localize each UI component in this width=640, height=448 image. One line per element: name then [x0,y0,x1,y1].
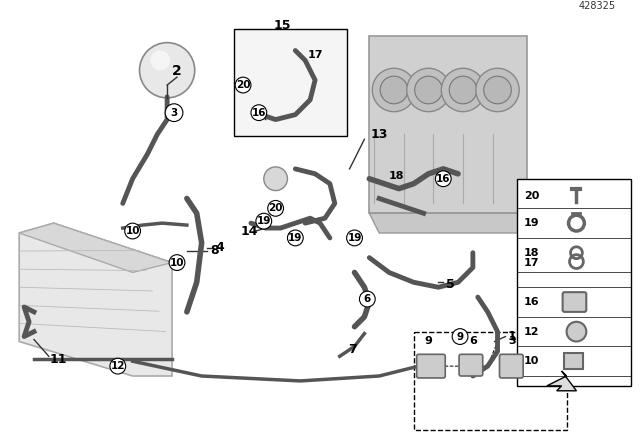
Text: 13: 13 [371,128,388,141]
Circle shape [360,291,375,307]
Circle shape [380,76,408,104]
Circle shape [566,322,586,341]
FancyBboxPatch shape [413,332,566,430]
Text: 9: 9 [456,332,463,341]
Circle shape [256,213,271,229]
Polygon shape [19,223,172,272]
Polygon shape [547,371,577,391]
Text: 20: 20 [236,80,250,90]
Text: 5: 5 [446,278,454,291]
Circle shape [407,68,450,112]
Text: 19: 19 [524,218,540,228]
Polygon shape [19,223,172,376]
Text: 8: 8 [210,244,219,257]
Text: 10: 10 [170,258,184,267]
Text: 7: 7 [348,343,357,356]
Circle shape [484,76,511,104]
FancyBboxPatch shape [417,354,445,378]
Circle shape [442,68,484,112]
Text: 20: 20 [268,203,283,213]
Text: 428325: 428325 [579,1,616,11]
Circle shape [452,329,468,345]
Text: 20: 20 [524,190,540,201]
Text: 6: 6 [469,336,477,346]
Circle shape [372,68,415,112]
FancyBboxPatch shape [563,292,586,312]
FancyBboxPatch shape [234,29,347,136]
FancyBboxPatch shape [499,354,523,378]
Text: 1: 1 [508,330,516,343]
FancyBboxPatch shape [459,354,483,376]
Circle shape [125,223,141,239]
Text: 19: 19 [288,233,303,243]
Text: 15: 15 [274,19,291,32]
Text: 17: 17 [307,51,323,60]
Text: 19: 19 [257,216,271,226]
Text: 17: 17 [524,258,540,267]
Text: 19: 19 [348,233,362,243]
Text: 2: 2 [172,64,182,78]
Circle shape [264,167,287,190]
Text: 6: 6 [364,294,371,304]
Text: 3: 3 [509,336,516,346]
Circle shape [110,358,125,374]
Text: 12: 12 [111,361,125,371]
FancyBboxPatch shape [517,179,630,386]
Circle shape [165,104,183,121]
Text: 3: 3 [170,108,178,118]
Text: 12: 12 [524,327,540,336]
Circle shape [435,171,451,187]
Circle shape [287,230,303,246]
Polygon shape [369,213,537,233]
Circle shape [235,77,251,93]
Text: 18: 18 [388,171,404,181]
Text: 9: 9 [424,336,433,346]
Circle shape [251,105,267,121]
Circle shape [476,68,519,112]
Text: 18: 18 [524,248,540,258]
Text: 14: 14 [240,224,258,237]
Circle shape [150,51,170,70]
Circle shape [449,76,477,104]
FancyBboxPatch shape [564,353,583,369]
Circle shape [169,255,185,271]
Text: 10: 10 [125,226,140,236]
Circle shape [268,200,284,216]
Text: 16: 16 [252,108,266,118]
Text: 4: 4 [215,241,224,254]
Text: 16: 16 [436,174,451,184]
Circle shape [415,76,442,104]
Text: 10: 10 [524,356,540,366]
Polygon shape [369,36,527,213]
Text: 11: 11 [50,353,67,366]
Circle shape [347,230,362,246]
Circle shape [140,43,195,98]
Text: 16: 16 [524,297,540,307]
